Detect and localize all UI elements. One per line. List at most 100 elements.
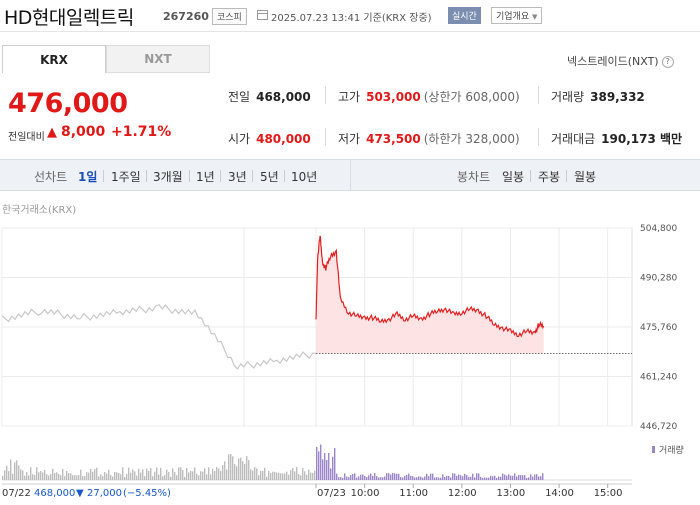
candle-daily[interactable]: 일봉 — [502, 170, 525, 184]
volume-bar — [522, 475, 524, 480]
period-1y[interactable]: 1년 — [196, 170, 215, 184]
volume-bar — [396, 473, 398, 480]
prev-day-series — [1, 303, 317, 370]
volume-bar — [192, 471, 194, 480]
tab-nxt[interactable]: NXT — [106, 45, 210, 73]
volume-bar — [472, 473, 474, 480]
volume-bar — [482, 477, 484, 480]
volume-bar — [150, 467, 152, 480]
period-10y[interactable]: 10년 — [291, 170, 318, 184]
volume-bar — [250, 469, 252, 480]
volume-bar — [56, 472, 58, 480]
volume-bar — [288, 474, 290, 480]
x-tick-label: 10:00 — [351, 488, 380, 499]
volume-bar — [514, 473, 516, 480]
volume-bar — [480, 476, 482, 480]
volume-bar — [108, 469, 110, 480]
volume-bar — [350, 475, 352, 480]
volume-bar — [266, 476, 268, 480]
volume-bar — [58, 473, 60, 480]
x-tick-label: 07/23 — [317, 488, 346, 499]
prev-day-line — [1, 303, 317, 370]
volume-bar — [198, 475, 200, 480]
volume-bar — [532, 476, 534, 480]
volume-bar — [398, 473, 400, 480]
period-bar: 선차트 1일 1주일 3개월 1년 3년 5년 10년 봉차트 일봉 주봉 월봉 — [0, 159, 700, 191]
volume-bar — [200, 471, 202, 480]
volume-bar — [376, 476, 378, 480]
volume-bar — [520, 475, 522, 480]
data-source: 한국거래소(KRX) — [2, 205, 77, 216]
period-3m[interactable]: 3개월 — [153, 170, 183, 184]
stat-prev: 전일 468,000 — [228, 90, 311, 104]
volume-bar — [490, 475, 492, 480]
stock-name: HD현대일렉트릭 — [4, 7, 134, 29]
prev-footer-price: 468,000 — [34, 488, 75, 499]
volume-bar — [246, 456, 248, 480]
help-icon[interactable]: ? — [661, 56, 674, 68]
volume-bar — [434, 477, 436, 480]
volume-bar — [368, 475, 370, 480]
volume-bar — [506, 475, 508, 480]
volume-bar — [508, 474, 510, 480]
candle-weekly[interactable]: 주봉 — [538, 170, 561, 184]
period-1w[interactable]: 1주일 — [111, 170, 141, 184]
volume-bar — [448, 475, 450, 480]
volume-bar — [296, 467, 298, 480]
volume-bar — [224, 461, 226, 480]
volume-bar — [468, 476, 470, 480]
company-info-label: 기업개요 — [496, 12, 530, 22]
volume-bar — [470, 476, 472, 480]
stat-low: 저가 473,500 (하한가 328,000) — [338, 132, 520, 146]
realtime-button[interactable]: 실시간 — [448, 7, 481, 24]
volume-bar — [154, 471, 156, 480]
timestamp: 2025.07.23 13:41 기준(KRX 장중) — [271, 13, 432, 24]
volume-bar — [84, 476, 86, 480]
volume-bar — [116, 472, 118, 480]
volume-bar — [238, 458, 240, 480]
volume-bar — [164, 475, 166, 480]
volume-bar — [128, 467, 130, 480]
volume-bar — [510, 475, 512, 480]
volume-bar — [530, 474, 532, 480]
volume-bar — [26, 472, 28, 480]
company-info-dropdown[interactable]: 기업개요 ▼ — [491, 7, 543, 24]
volume-bar — [402, 477, 404, 480]
volume-bar — [420, 476, 422, 480]
volume-bar — [370, 473, 372, 480]
volume-bar — [62, 468, 64, 480]
volume-bar — [28, 475, 30, 480]
divider — [284, 170, 285, 182]
volume-bar — [462, 476, 464, 480]
volume-chart — [2, 444, 632, 481]
volume-bar — [18, 465, 20, 480]
nxt-trade-link[interactable]: 넥스트레이드(NXT)? — [567, 53, 674, 69]
volume-bar — [182, 469, 184, 480]
volume-bar — [466, 475, 468, 480]
y-tick-label: 504,800 — [640, 224, 677, 234]
volume-bar — [214, 471, 216, 480]
volume-bar — [314, 470, 316, 480]
nxt-trade-label: 넥스트레이드(NXT) — [567, 55, 659, 68]
volume-bar — [270, 472, 272, 480]
tab-krx[interactable]: KRX — [2, 45, 106, 73]
period-3y[interactable]: 3년 — [228, 170, 247, 184]
period-1d[interactable]: 1일 — [78, 170, 98, 184]
change-label: 전일대비 — [8, 132, 45, 143]
volume-bar — [244, 463, 246, 480]
volume-bar — [534, 474, 536, 480]
candle-monthly[interactable]: 월봉 — [574, 170, 597, 184]
volume-bar — [310, 472, 312, 480]
volume-bar — [264, 467, 266, 480]
volume-bar — [442, 474, 444, 480]
prev-footer-change: 27,000 — [87, 488, 122, 499]
volume-bar — [236, 466, 238, 480]
x-tick-label: 15:00 — [594, 488, 623, 499]
volume-bar — [320, 444, 322, 480]
volume-bar — [70, 473, 72, 480]
volume-bar — [268, 470, 270, 480]
today-area-fill — [316, 235, 544, 354]
volume-bar — [188, 472, 190, 480]
period-5y[interactable]: 5년 — [260, 170, 279, 184]
